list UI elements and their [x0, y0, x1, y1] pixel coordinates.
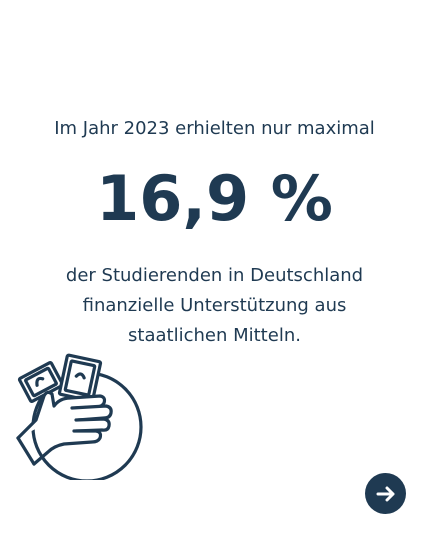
description-line: staatlichen Mitteln.	[128, 325, 301, 346]
banknote-right	[57, 353, 103, 403]
hand-shape	[16, 390, 113, 466]
arrow-right-icon	[376, 486, 394, 501]
description-line: der Studierenden in Deutschland	[65, 265, 364, 286]
description-line: finanzielle Unterstützung aus	[82, 295, 347, 316]
hand-with-money-and-coin-icon	[14, 350, 150, 483]
banknote-left	[17, 360, 65, 404]
intro-text: Im Jahr 2023 erhielten nur maximal	[54, 118, 375, 139]
next-button[interactable]	[365, 473, 406, 514]
description: der Studierenden in Deutschland finanzie…	[0, 261, 429, 351]
statistic-value: 16,9 %	[96, 162, 333, 235]
